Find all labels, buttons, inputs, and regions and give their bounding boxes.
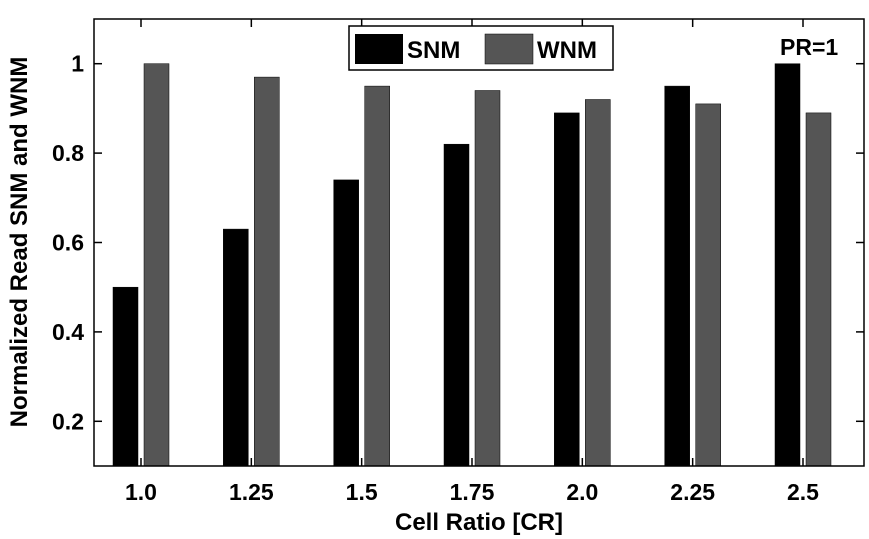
legend-swatch-wnm xyxy=(484,33,534,65)
bar-snm-1_75 xyxy=(443,143,470,467)
bar-wnm-1_0 xyxy=(143,63,170,467)
x-tick-label: 2.25 xyxy=(670,479,715,505)
bar-wnm-2_0 xyxy=(585,99,611,467)
y-tick-label: 0.6 xyxy=(52,230,84,256)
bar-wnm-2_5 xyxy=(805,112,832,467)
y-tick-label: 0.8 xyxy=(52,140,84,166)
bar-wnm-1_5 xyxy=(364,85,390,467)
y-tick-label: 0.4 xyxy=(52,319,84,345)
bar-snm-1_0 xyxy=(112,286,139,467)
bar-wnm-2_25 xyxy=(695,103,721,467)
legend-label-wnm: WNM xyxy=(537,37,597,64)
x-tick-label: 2.5 xyxy=(787,479,819,505)
bar-wnm-1_25 xyxy=(254,76,280,467)
x-tick-label: 1.75 xyxy=(450,479,495,505)
bars-layer xyxy=(112,63,832,467)
legend-swatch-snm xyxy=(355,34,403,64)
x-tick-label: 1.0 xyxy=(125,479,157,505)
bar-snm-1_5 xyxy=(333,179,359,467)
legend-label-snm: SNM xyxy=(407,37,460,64)
x-axis: 1.0 1.25 1.5 1.75 2.0 2.25 2.5 xyxy=(125,19,819,505)
y-axis-title: Normalized Read SNM and WNM xyxy=(6,57,33,428)
x-tick-label: 2.0 xyxy=(566,479,598,505)
x-tick-label: 1.25 xyxy=(229,479,274,505)
bar-snm-2_5 xyxy=(774,63,801,467)
bar-snm-2_25 xyxy=(664,85,690,467)
x-tick-label: 1.5 xyxy=(346,479,378,505)
y-tick-label: 1 xyxy=(71,51,84,77)
legend: SNM WNM xyxy=(348,25,614,71)
bar-snm-1_25 xyxy=(223,228,249,467)
y-axis: 0.2 0.4 0.6 0.8 1 xyxy=(52,51,864,434)
bar-wnm-1_75 xyxy=(474,90,501,467)
y-tick-label: 0.2 xyxy=(52,408,84,434)
bar-snm-2_0 xyxy=(554,112,580,467)
x-axis-title: Cell Ratio [CR] xyxy=(395,509,563,536)
pr-annotation: PR=1 xyxy=(780,34,838,60)
